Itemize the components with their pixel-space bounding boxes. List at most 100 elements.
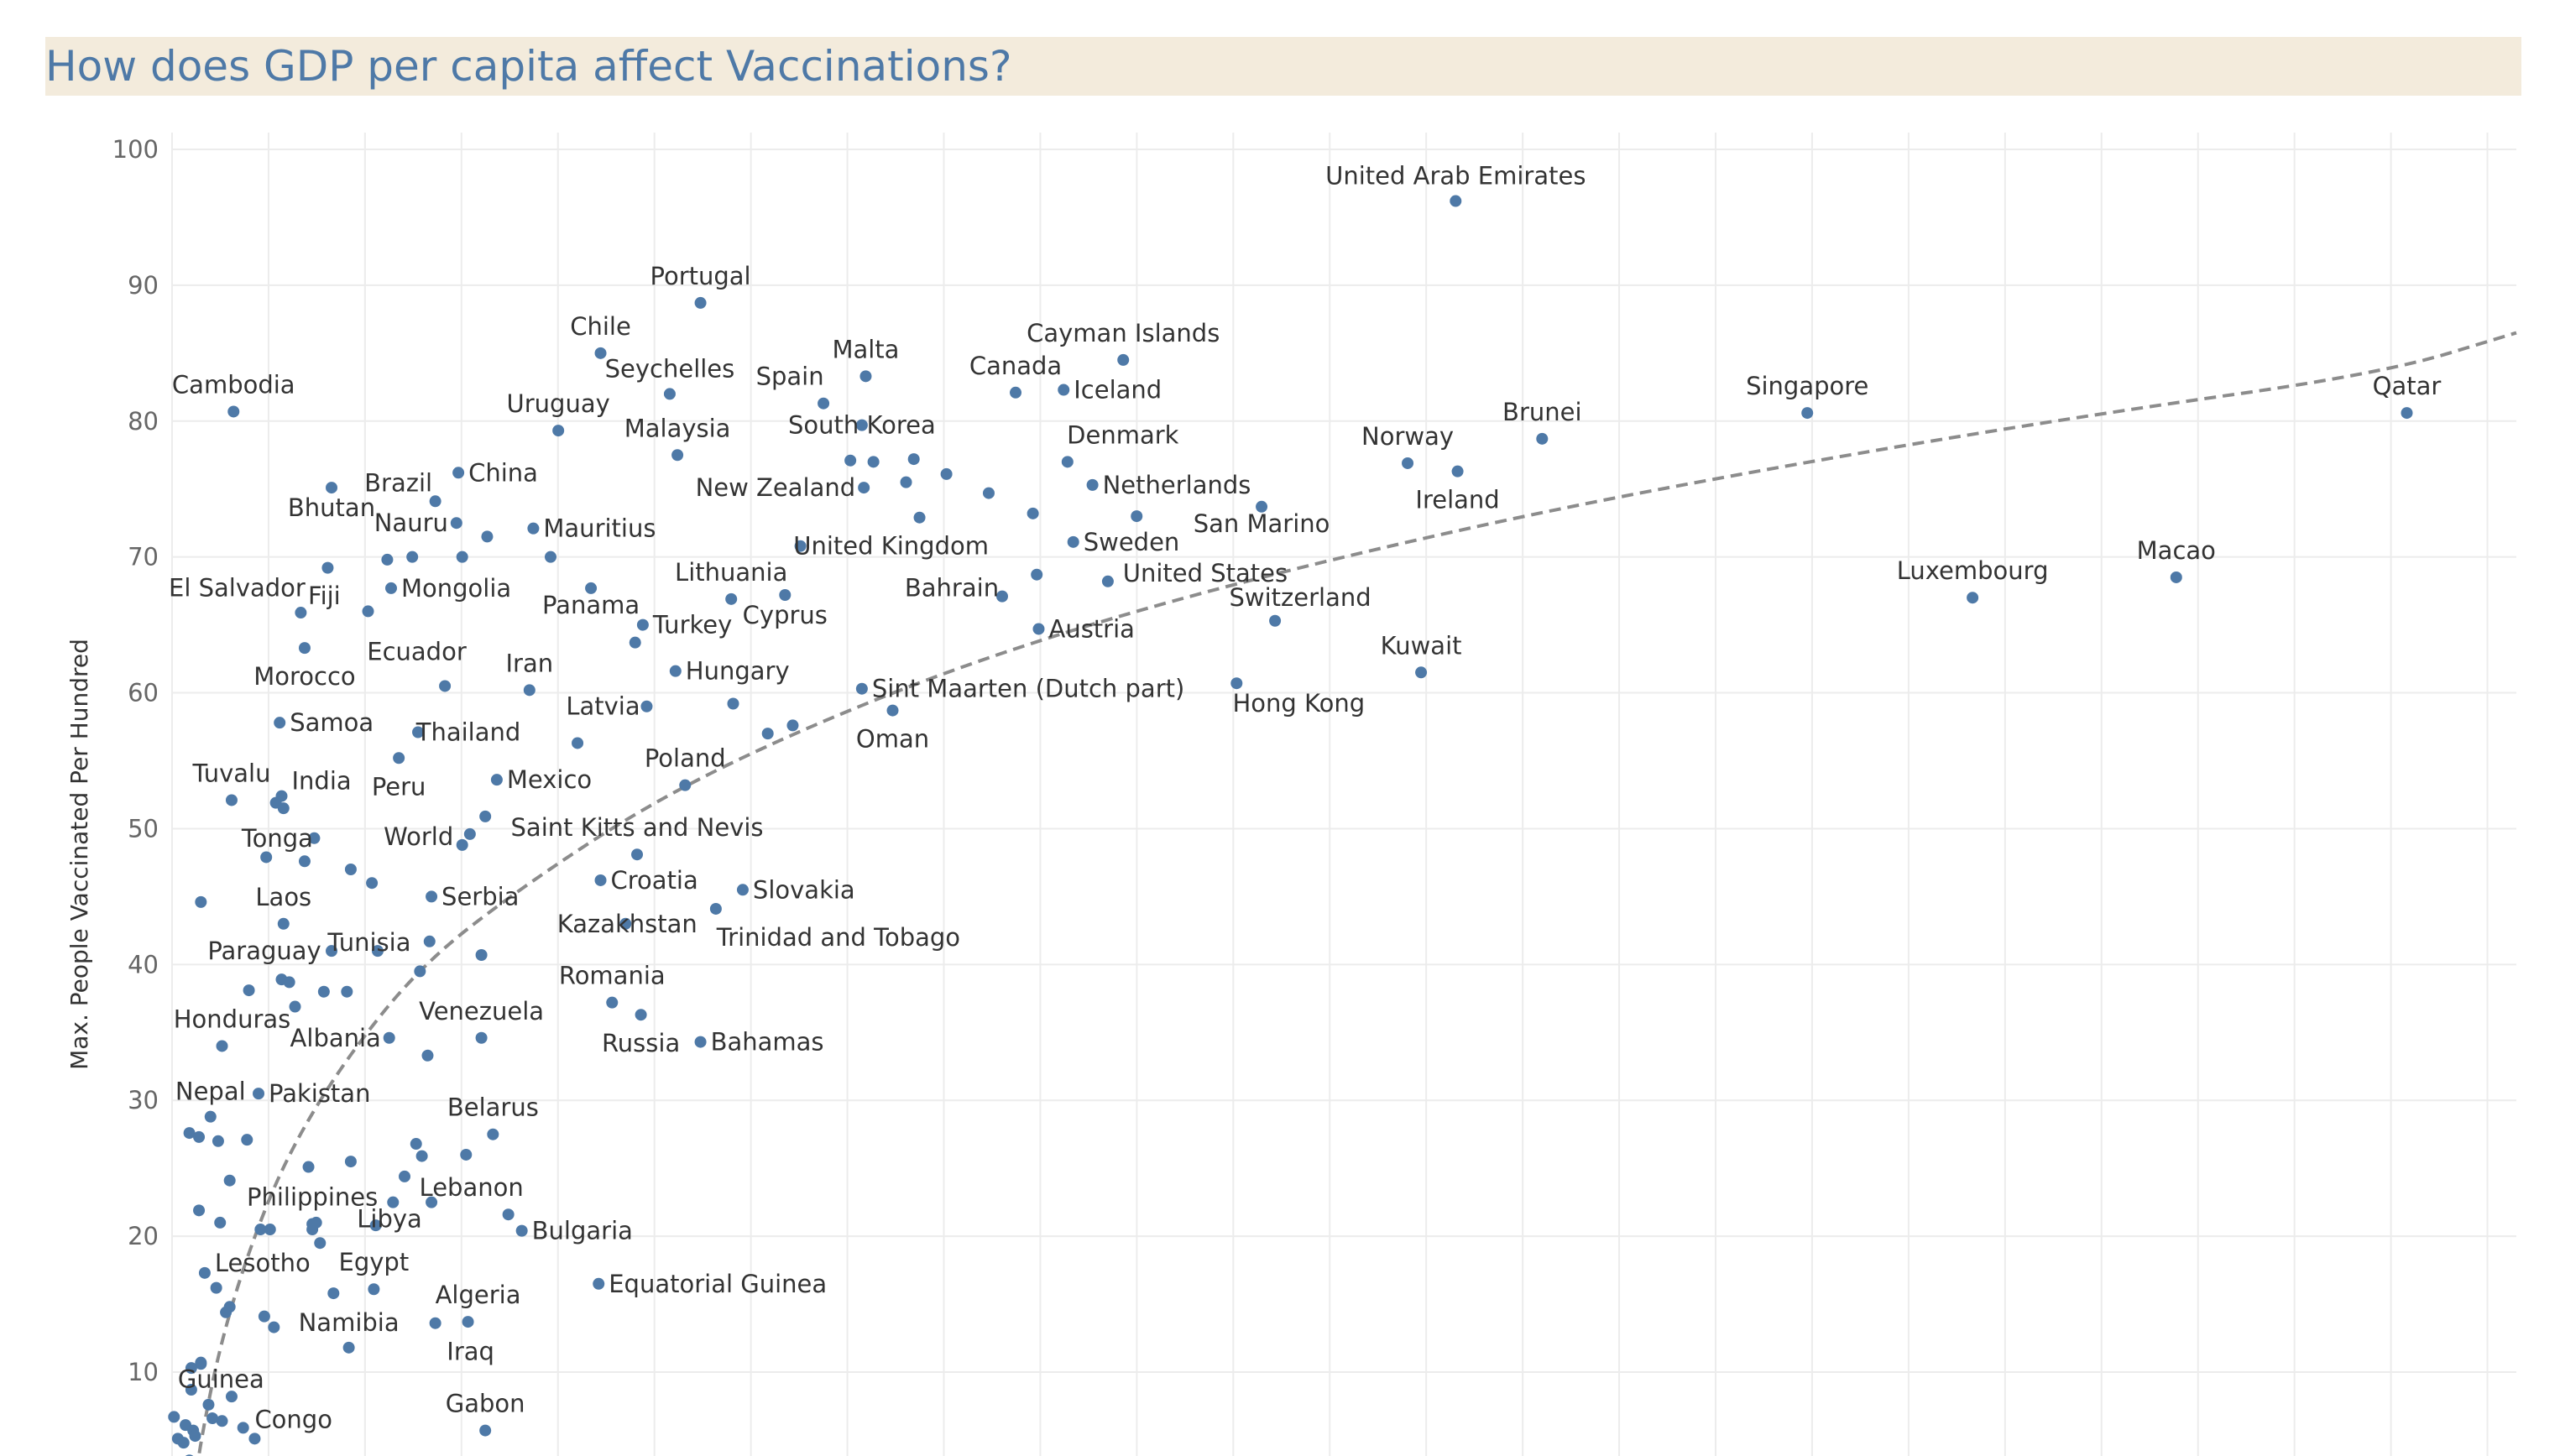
data-point [371,945,384,958]
y-tick-label: 100 [112,135,159,164]
data-point-label: Congo [254,1405,332,1433]
data-point [410,1138,422,1151]
data-point-label: Mongolia [401,574,511,603]
data-point [594,874,607,886]
data-point-label: Singapore [1746,372,1868,400]
data-point-label: Oman [856,725,929,754]
data-point [502,1208,515,1221]
data-point [671,449,684,462]
data-point-label: Samoa [290,708,374,737]
data-point [237,1422,249,1434]
data-point [220,1306,232,1318]
data-point [640,700,653,712]
data-point-label: Panama [542,591,640,619]
data-point [475,1031,488,1044]
data-point-label: Slovakia [753,875,855,904]
data-point-label: Venezuela [419,997,544,1025]
data-point-label: Honduras [174,1005,291,1033]
data-point [1801,407,1814,420]
label-layer: United Arab Emirates Portugal Chile Seychel… [169,162,2441,1434]
data-point [572,737,584,749]
data-point [462,1316,474,1328]
data-point [663,388,676,400]
data-point-label: Croatia [611,866,698,895]
data-point [859,370,872,383]
data-point [204,1110,217,1123]
data-point-label: Paraguay [207,937,321,965]
data-point [341,985,353,998]
data-point [694,1036,707,1048]
data-point [254,1224,267,1236]
data-point [429,1317,441,1329]
data-point-label: United Kingdom [793,532,989,561]
data-point-label: Equatorial Guinea [609,1270,827,1298]
data-point [636,618,649,631]
data-point [855,419,868,431]
y-tick-label: 60 [128,679,159,707]
data-point [900,476,912,488]
data-point [193,1204,206,1217]
data-point [940,467,953,480]
data-point-label: Spain [756,363,824,391]
data-point [216,1040,228,1052]
data-point [679,779,692,791]
data-point [195,1358,207,1370]
data-point [886,704,899,717]
data-point-label: Gabon [446,1390,525,1418]
y-tick-label: 20 [128,1222,159,1250]
data-point [1086,478,1099,491]
data-point-label: Egypt [339,1248,410,1276]
data-point-label: Tunisia [327,928,410,957]
data-point [277,917,290,930]
data-point-label: El Salvador [169,574,306,603]
data-point-label: Bahrain [905,574,999,603]
data-point-label: Fiji [308,582,341,610]
grid-layer [171,133,2516,1456]
point-layer [168,195,2413,1456]
data-point [1451,465,1464,478]
data-point [527,522,540,535]
data-point [399,1170,411,1182]
data-point [314,1237,327,1250]
data-point-label: Canada [969,352,1062,380]
data-point [982,487,995,499]
data-point [302,1161,315,1173]
data-point [487,1128,499,1140]
data-point [709,902,722,915]
data-point [439,680,452,692]
data-point-label: Hungary [686,657,790,686]
data-point-label: Seychelles [605,354,735,383]
data-point-label: Latvia [566,692,640,721]
data-point [818,397,830,410]
data-point-label: Algeria [436,1281,521,1309]
data-point-label: Lithuania [675,558,787,587]
data-point-label: Philippines [247,1183,378,1212]
data-point [308,832,321,844]
data-point-label: Brazil [364,468,432,497]
data-point-label: Nepal [175,1078,246,1106]
data-point-label: Iran [505,649,553,677]
y-axis-ticks: 10 20 30 40 50 60 70 80 90 100 [112,135,159,1386]
data-point [260,851,273,864]
data-point-label: Libya [357,1205,422,1234]
data-point-label: Mauritius [543,514,656,543]
data-point [629,636,641,649]
data-point-label: Bahamas [711,1028,824,1057]
data-point-label: Belarus [447,1093,539,1122]
data-point-label: Malta [832,335,899,363]
y-tick-label: 80 [128,407,159,436]
data-point [177,1437,190,1449]
data-point-label: Romania [559,962,666,990]
data-point [855,682,868,695]
data-point-label: Turkey [652,611,732,639]
data-point [383,1031,395,1044]
data-point-label: Albania [290,1024,381,1052]
data-point [669,665,682,677]
data-point [429,495,441,508]
data-point [368,1283,380,1296]
data-point-label: World [384,822,453,851]
data-point [381,553,394,566]
data-point [406,551,419,563]
data-point [185,1384,197,1396]
